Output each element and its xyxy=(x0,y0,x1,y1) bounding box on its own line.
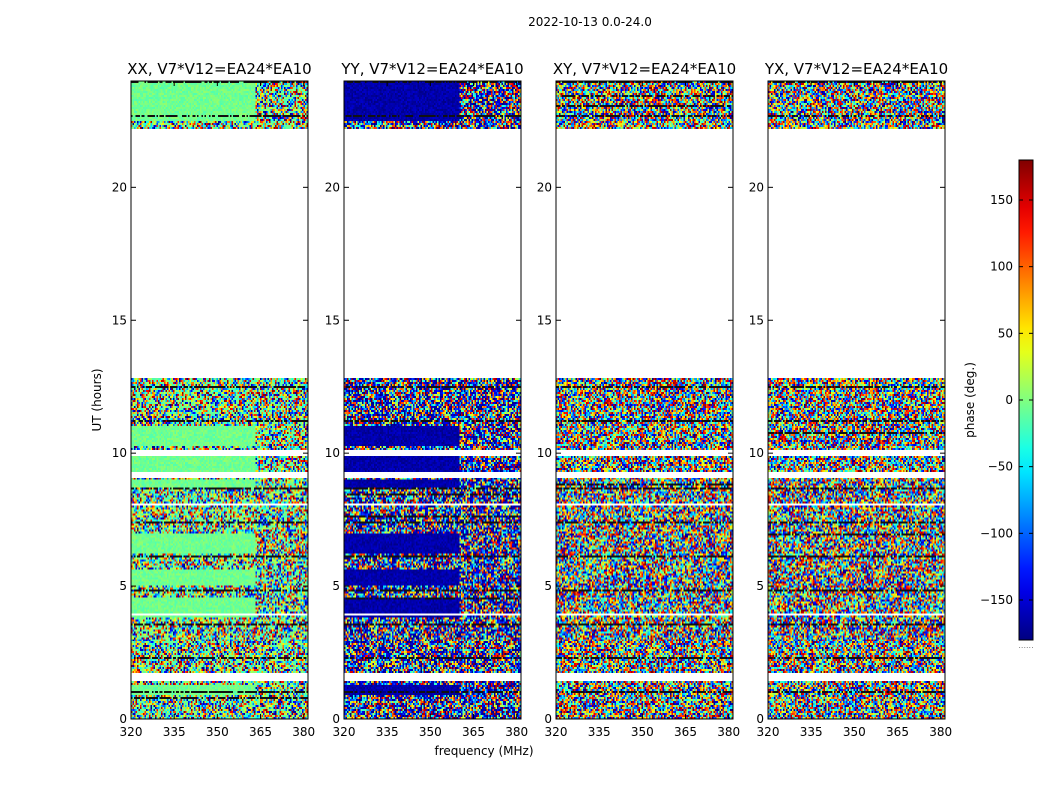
x-tick-label: 365 xyxy=(886,725,909,739)
y-tick-label: 0 xyxy=(756,712,764,726)
phase-heatmap-yy xyxy=(344,81,521,719)
panels: XX, V7*V12=EA24*EA10 0 5 10 15 20 320 335 350 365… xyxy=(112,60,952,739)
y-tick-label: 10 xyxy=(325,446,340,460)
y-axis-label: UT (hours) xyxy=(90,368,104,431)
y-tick-label: 20 xyxy=(537,180,552,194)
x-tick-label: 350 xyxy=(843,725,866,739)
colorbar: −150 −100 −50 0 50 100 150...... xyxy=(980,159,1034,650)
panel-title: YY, V7*V12=EA24*EA10 xyxy=(340,60,523,78)
y-tick-label: 20 xyxy=(112,180,127,194)
x-tick-label: 335 xyxy=(800,725,823,739)
x-tick-label: 335 xyxy=(376,725,399,739)
axes-frame xyxy=(130,80,309,720)
y-tick-label: 5 xyxy=(119,579,127,593)
x-tick-label: 350 xyxy=(419,725,442,739)
colorbar-label: phase (deg.) xyxy=(963,362,977,438)
x-tick-label: 335 xyxy=(163,725,186,739)
y-tick-label: 10 xyxy=(112,446,127,460)
y-tick-label: 15 xyxy=(537,313,552,327)
x-tick-label: 380 xyxy=(505,725,528,739)
x-tick-label: 365 xyxy=(462,725,485,739)
y-tick-label: 0 xyxy=(332,712,340,726)
y-tick-label: 5 xyxy=(332,579,340,593)
x-tick-label: 380 xyxy=(929,725,952,739)
axes-frame xyxy=(555,80,734,720)
x-tick-label: 320 xyxy=(333,725,356,739)
axes-frame xyxy=(343,80,522,720)
phase-heatmap-xx xyxy=(131,81,308,719)
x-tick-label: 320 xyxy=(120,725,143,739)
colorbar-tick-label: 150 xyxy=(990,193,1013,207)
x-tick-label: 335 xyxy=(588,725,611,739)
colorbar-tick-label: 50 xyxy=(998,326,1013,340)
phase-heatmap-yx xyxy=(768,81,945,719)
x-tick-label: 365 xyxy=(674,725,697,739)
x-tick-label: 365 xyxy=(249,725,272,739)
x-axis-label: frequency (MHz) xyxy=(434,744,533,758)
panel-title: YX, V7*V12=EA24*EA10 xyxy=(764,60,948,78)
x-tick-label: 380 xyxy=(717,725,740,739)
y-tick-label: 15 xyxy=(749,313,764,327)
y-tick-label: 10 xyxy=(749,446,764,460)
colorbar-under-label: ...... xyxy=(1018,641,1033,650)
panel-yy: YY, V7*V12=EA24*EA10 0 5 10 15 20 320 335 350 365… xyxy=(325,60,528,739)
y-tick-label: 0 xyxy=(119,712,127,726)
y-tick-label: 0 xyxy=(544,712,552,726)
x-tick-label: 380 xyxy=(292,725,315,739)
y-tick-label: 20 xyxy=(749,180,764,194)
x-tick-label: 320 xyxy=(545,725,568,739)
panel-xy: XY, V7*V12=EA24*EA10 0 5 10 15 20 320 335 350 365… xyxy=(537,60,740,739)
x-tick-label: 350 xyxy=(631,725,654,739)
colorbar-tick-label: 0 xyxy=(1005,393,1013,407)
y-tick-label: 10 xyxy=(537,446,552,460)
y-tick-label: 15 xyxy=(112,313,127,327)
panel-xx: XX, V7*V12=EA24*EA10 0 5 10 15 20 320 335 350 365… xyxy=(112,60,315,739)
colorbar-tick-label: 100 xyxy=(990,260,1013,274)
axes-frame xyxy=(767,80,946,720)
x-tick-label: 350 xyxy=(206,725,229,739)
y-tick-label: 15 xyxy=(325,313,340,327)
y-tick-label: 20 xyxy=(325,180,340,194)
panel-title: XX, V7*V12=EA24*EA10 xyxy=(127,60,311,78)
colorbar-tick-label: −50 xyxy=(988,460,1013,474)
colorbar-tick-label: −150 xyxy=(980,593,1013,607)
colorbar-tick-label: −100 xyxy=(980,526,1013,540)
phase-heatmap-xy xyxy=(556,81,733,719)
suptitle: 2022-10-13 0.0-24.0 xyxy=(528,15,652,29)
panel-yx: YX, V7*V12=EA24*EA10 0 5 10 15 20 320 335 350 365… xyxy=(749,60,952,739)
y-tick-label: 5 xyxy=(544,579,552,593)
x-tick-label: 320 xyxy=(757,725,780,739)
y-tick-label: 5 xyxy=(756,579,764,593)
panel-title: XY, V7*V12=EA24*EA10 xyxy=(553,60,736,78)
